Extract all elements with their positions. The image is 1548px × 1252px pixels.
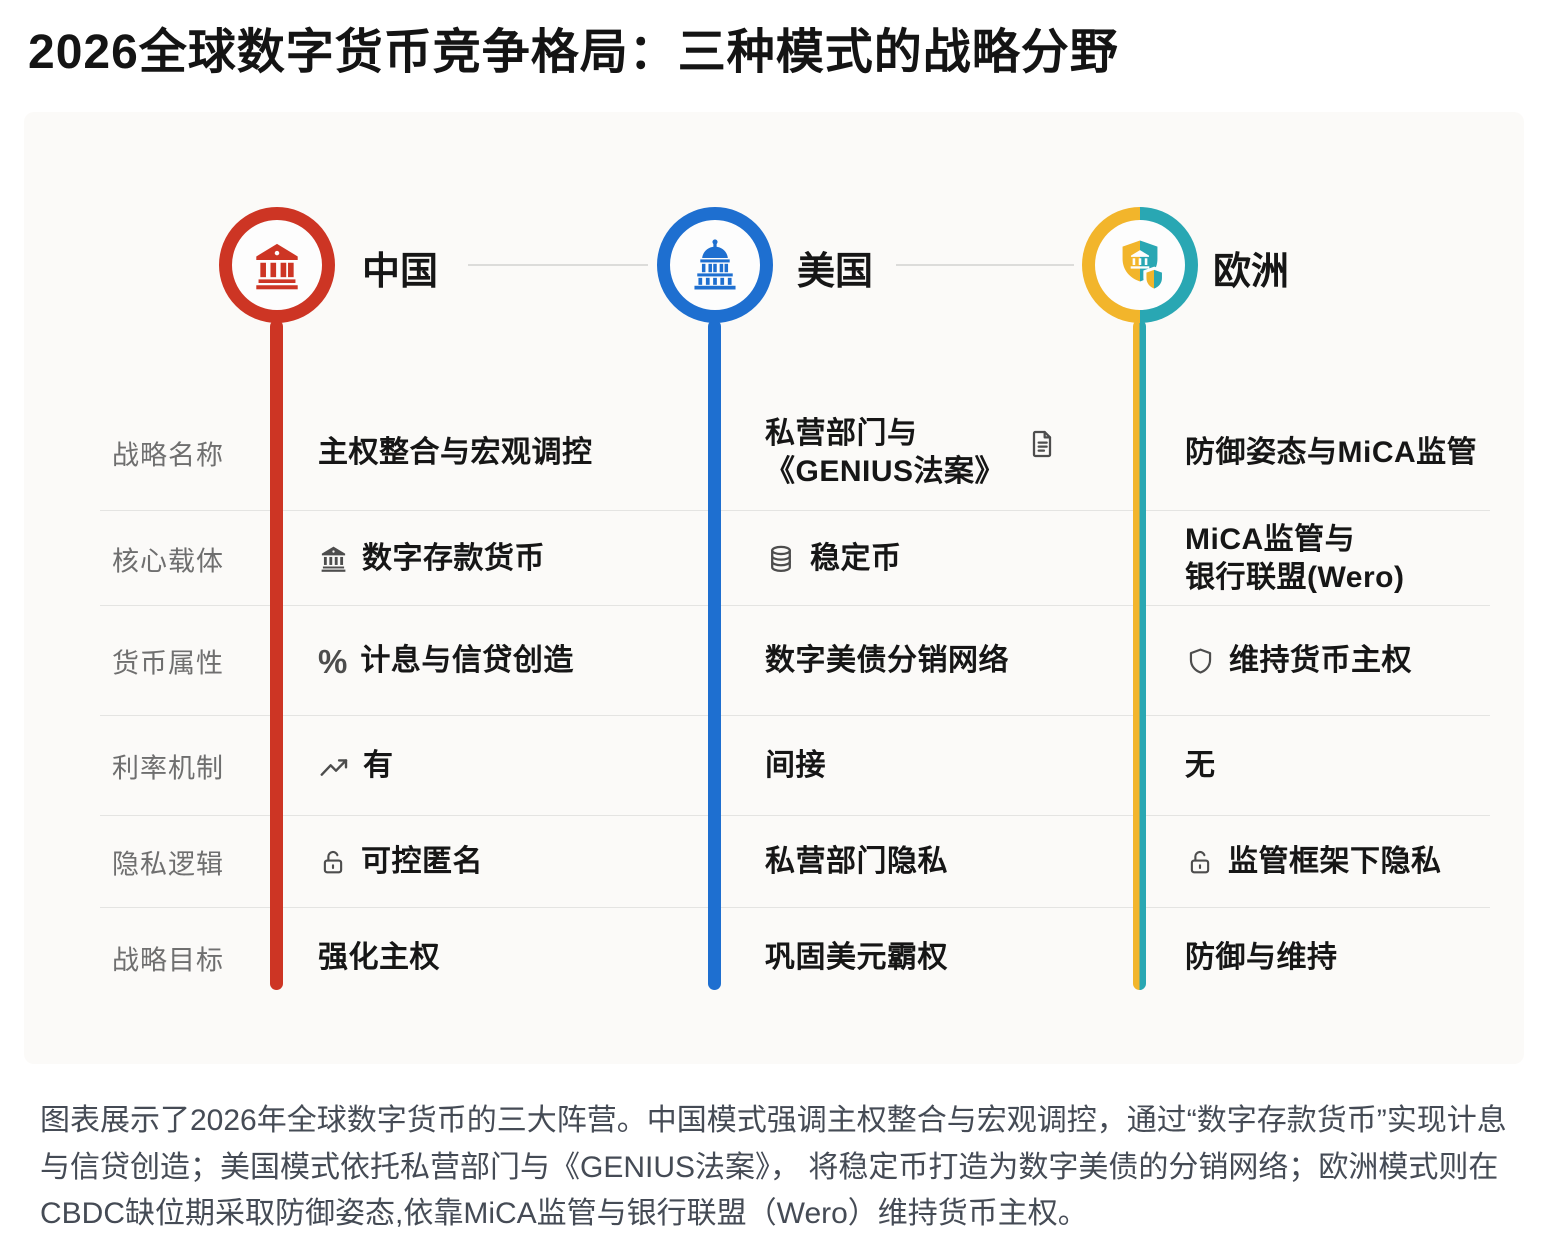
row-label: 核心载体 xyxy=(112,546,224,576)
table-row-currency-attribute: 货币属性 % 计息与信贷创造 数字美债分销网络 维持货币主权 xyxy=(100,605,1490,716)
shield-bank-icon xyxy=(1122,240,1166,292)
cell-value: 强化主权 xyxy=(318,941,440,975)
china-circle xyxy=(219,207,335,323)
cell-value: 主权整合与宏观调控 xyxy=(318,435,593,469)
cell-value: 监管框架下隐私 xyxy=(1228,845,1442,879)
cell-europe-goal: 防御与维持 xyxy=(1185,908,1338,1008)
cell-value: 维持货币主权 xyxy=(1229,644,1412,678)
usa-circle xyxy=(657,207,773,323)
bank-small-icon xyxy=(321,546,346,572)
document-icon xyxy=(1032,430,1052,457)
cell-value: 间接 xyxy=(765,749,826,783)
cell-china-privacy: 可控匿名 xyxy=(318,816,483,908)
cell-europe-interest: 无 xyxy=(1185,716,1216,816)
cell-value: 计息与信贷创造 xyxy=(360,644,574,678)
caption-text: 图表展示了2026年全球数字货币的三大阵营。中国模式强调主权整合与宏观调控，通过… xyxy=(40,1104,1507,1230)
cell-usa-privacy: 私营部门隐私 xyxy=(765,816,948,908)
cell-value: 数字美债分销网络 xyxy=(765,644,1009,678)
capitol-icon xyxy=(694,239,736,290)
row-label: 战略目标 xyxy=(112,945,224,976)
cell-china-carrier: 数字存款货币 xyxy=(318,511,545,606)
cell-value: 数字存款货币 xyxy=(362,541,545,575)
bank-icon xyxy=(256,243,298,290)
lock-icon xyxy=(323,850,343,874)
cell-value: 可控匿名 xyxy=(361,845,483,879)
cell-china-attribute: % 计息与信贷创造 xyxy=(318,606,574,716)
table-row-core-carrier: 核心载体 数字存款货币 稳定币 MiCA监 xyxy=(100,510,1490,606)
cell-china-strategy: 主权整合与宏观调控 xyxy=(318,395,593,510)
table-row-strategic-goal: 战略目标 强化主权 巩固美元霸权 防御与维持 xyxy=(100,907,1490,1008)
cell-value: 防御姿态与MiCA监管 xyxy=(1185,435,1478,469)
coins-icon xyxy=(771,545,791,572)
cell-china-interest: 有 xyxy=(318,716,394,816)
cell-value: 私营部门与 《GENIUS法案》 xyxy=(765,417,1006,488)
cell-usa-carrier: 稳定币 xyxy=(765,511,902,606)
page-title: 2026全球数字货币竞争格局：三种模式的战略分野 xyxy=(28,26,1119,79)
cell-europe-strategy: 防御姿态与MiCA监管 xyxy=(1185,395,1477,510)
cell-value: 稳定币 xyxy=(810,541,902,575)
europe-circle-inner xyxy=(1095,220,1185,310)
row-label: 利率机制 xyxy=(112,753,224,784)
cell-china-goal: 强化主权 xyxy=(318,908,440,1008)
row-label: 货币属性 xyxy=(112,648,224,679)
cell-usa-interest: 间接 xyxy=(765,716,826,816)
cell-value: 有 xyxy=(363,749,394,783)
row-label: 隐私逻辑 xyxy=(112,849,224,880)
cell-value: 防御与维持 xyxy=(1185,941,1338,975)
cell-value: 无 xyxy=(1185,749,1216,783)
europe-circle xyxy=(1082,207,1198,323)
cell-usa-strategy: 私营部门与 《GENIUS法案》 xyxy=(765,395,1058,510)
table-row-privacy-logic: 隐私逻辑 可控匿名 私营部门隐私 监管框架下隐私 xyxy=(100,815,1490,908)
cell-value: MiCA监管与 银行联盟(Wero) xyxy=(1185,523,1405,594)
column-label-europe: 欧洲 xyxy=(1213,251,1290,293)
lock-icon xyxy=(1190,850,1210,874)
connector-line xyxy=(468,264,648,266)
china-timeline-bar xyxy=(270,320,283,990)
cell-value: 巩固美元霸权 xyxy=(765,941,948,975)
percent-icon: % xyxy=(318,642,348,680)
cell-europe-attribute: 维持货币主权 xyxy=(1185,606,1412,716)
cell-value: 私营部门隐私 xyxy=(765,845,948,879)
cell-usa-attribute: 数字美债分销网络 xyxy=(765,606,1009,716)
europe-timeline-bar xyxy=(1133,320,1146,990)
shield-icon xyxy=(1189,648,1212,674)
cell-europe-privacy: 监管框架下隐私 xyxy=(1185,816,1442,908)
usa-timeline-bar xyxy=(708,320,721,990)
table-row-interest-mechanism: 利率机制 有 间接 无 xyxy=(100,715,1490,816)
cell-usa-goal: 巩固美元霸权 xyxy=(765,908,948,1008)
connector-line xyxy=(896,264,1074,266)
row-label: 战略名称 xyxy=(112,440,224,470)
cell-europe-carrier: MiCA监管与 银行联盟(Wero) xyxy=(1185,511,1404,606)
column-label-china: 中国 xyxy=(362,251,439,293)
column-label-usa: 美国 xyxy=(797,251,874,293)
trending-up-icon xyxy=(320,759,348,776)
table-row-strategy-name: 战略名称 主权整合与宏观调控 私营部门与 《GENIUS法案》 防御姿态与MiC… xyxy=(100,395,1490,510)
